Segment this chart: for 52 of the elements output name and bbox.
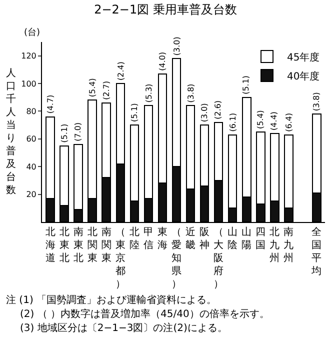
annotation: (5.1) (60, 124, 70, 143)
x-tick-label: 近畿 (186, 226, 196, 251)
chart-title: 2−2−1図 乗用車普及台数 (94, 2, 237, 16)
x-tick-label: 南九州 (284, 226, 294, 264)
x-tick-label: 山陰 (228, 226, 238, 251)
annotation: (5.1) (242, 75, 251, 94)
x-tick-label: 南東北 (73, 226, 84, 264)
annotation: (3.0) (200, 103, 209, 122)
annotation: (5.3) (144, 84, 154, 103)
text: (台) (24, 27, 40, 38)
annotation: (4.4) (270, 111, 279, 130)
annotation: (5.4) (88, 78, 97, 98)
annotation: (3.8) (312, 92, 322, 112)
x-tick-label: （東京都） (115, 227, 126, 290)
annotation: (3.8) (186, 84, 196, 103)
y-tick-label: 100 (21, 79, 36, 88)
annotation: (7.0) (73, 122, 82, 142)
y-tick-label: 60 (26, 134, 36, 144)
x-tick-label: （愛知県） (172, 227, 182, 290)
annotation: (5.1) (130, 103, 139, 122)
x-tick-label: 東海 (157, 226, 168, 251)
x-tick-label: 北関東 (87, 226, 98, 264)
x-tick-label: 阪神 (200, 226, 210, 251)
x-tick-label: （大阪府） (214, 227, 224, 290)
x-tick-label: 山陽 (242, 226, 252, 251)
y-tick-label: 40 (26, 162, 36, 172)
legend-label: 45年度 (287, 51, 320, 64)
text: 人口千人当り普及台数 (6, 68, 16, 196)
annotation: (3.0) (172, 36, 182, 56)
x-tick-label: 北海道 (45, 226, 56, 264)
x-tick-label: 全国平均 (310, 226, 322, 277)
legend-label: 40年度 (287, 70, 320, 82)
y-tick-label: 120 (21, 52, 36, 61)
x-tick-label: 四国 (256, 227, 266, 251)
x-tick-label: 北東北 (59, 226, 70, 264)
y-tick-label: 80 (26, 107, 36, 116)
annotation: (2.4) (116, 62, 126, 80)
annotation: (5.4) (256, 110, 266, 130)
annotation: (2.7) (102, 80, 112, 100)
x-tick-label: 甲信 (143, 227, 154, 251)
annotation: (4.0) (158, 52, 168, 71)
x-tick-label: 北陸 (129, 226, 140, 251)
x-tick-label: 北九州 (270, 226, 280, 264)
text: (3) 地域区分は〔2−1−3図〕の注(2)による。 (20, 322, 228, 334)
x-tick-label: 南関東 (101, 226, 112, 264)
annotation: (2.6) (214, 100, 223, 120)
annotation: (6.1) (228, 112, 238, 132)
annotation: (6.4) (284, 112, 294, 132)
text: 注 (1) 「国勢調査」および運輸省資料による。 (6, 294, 217, 306)
y-tick-label: 20 (26, 190, 36, 200)
annotation: (4.7) (46, 94, 56, 114)
text: (2) （ ）内数字は普及増加率（45/40）の倍率を示す。 (20, 308, 270, 320)
